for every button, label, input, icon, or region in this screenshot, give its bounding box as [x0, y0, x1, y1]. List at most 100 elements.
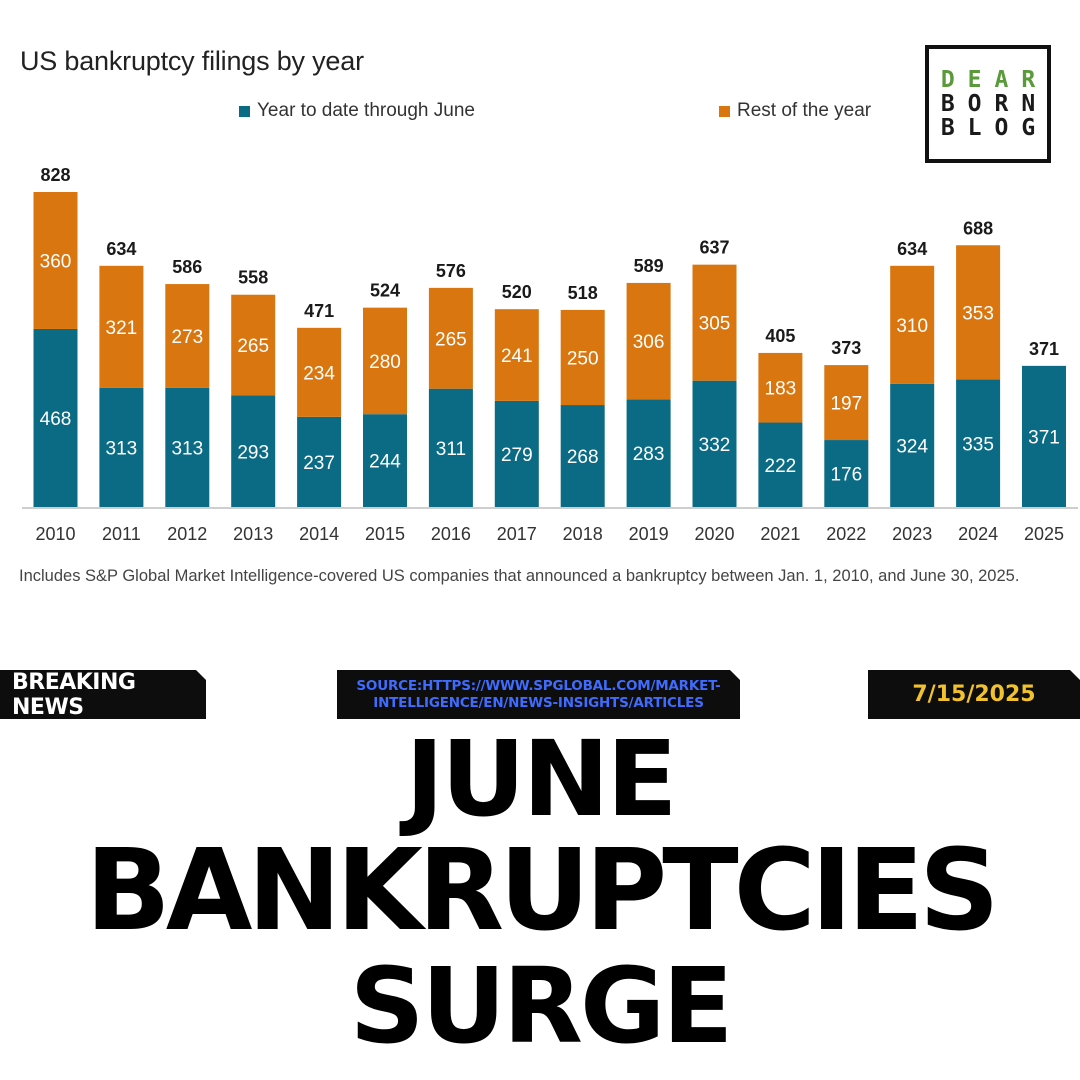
headline-line-2: BANKRUPTCIES	[85, 826, 999, 956]
headline-line-1: JUNE	[405, 718, 677, 840]
bar-ytd-2019	[626, 399, 671, 507]
x-tick-2016: 2016	[431, 524, 471, 544]
bar-ytd-2011	[99, 387, 144, 507]
label-rest-2013: 265	[237, 336, 269, 357]
source-banner: SOURCE:HTTPS://WWW.SPGLOBAL.COM/MARKET- …	[337, 670, 740, 719]
bar-ytd-2018	[560, 405, 605, 507]
bar-ytd-2017	[494, 400, 539, 507]
bar-ytd-2014	[297, 416, 342, 507]
breaking-news-banner: BREAKING NEWS	[0, 670, 206, 719]
label-rest-2011: 321	[106, 318, 138, 339]
legend-label-ytd: Year to date through June	[257, 100, 475, 121]
bar-rest-2011	[99, 265, 144, 388]
label-rest-2016: 265	[435, 329, 467, 350]
bar-ytd-2023	[890, 383, 935, 507]
label-rest-2017: 241	[501, 346, 533, 367]
x-tick-2014: 2014	[299, 524, 339, 544]
bar-ytd-2012	[165, 387, 210, 507]
label-ytd-2013: 293	[237, 442, 269, 463]
label-ytd-2023: 324	[896, 436, 928, 457]
label-ytd-2021: 222	[765, 456, 797, 477]
label-total-2012: 586	[172, 257, 202, 277]
bar-rest-2020	[692, 264, 737, 381]
x-tick-2020: 2020	[694, 524, 734, 544]
bar-rest-2018	[560, 309, 605, 406]
label-total-2017: 520	[502, 282, 532, 302]
label-total-2016: 576	[436, 261, 466, 281]
label-ytd-2012: 313	[171, 438, 203, 459]
label-total-2018: 518	[568, 283, 598, 303]
x-tick-2025: 2025	[1024, 524, 1064, 544]
label-total-2019: 589	[634, 256, 664, 276]
bar-ytd-2025	[1022, 365, 1066, 507]
label-rest-2022: 197	[830, 394, 862, 415]
logo-line-1: DEAR	[940, 67, 1049, 93]
bar-ytd-2024	[956, 379, 1001, 507]
label-rest-2018: 250	[567, 348, 599, 369]
x-tick-2011: 2011	[102, 524, 141, 544]
x-tick-2018: 2018	[563, 524, 603, 544]
bar-rest-2013	[231, 294, 276, 396]
stacked-bar-chart: 468 360 828 2010 313 321 634 2011 313 273 586 2012 2…	[22, 165, 1078, 544]
bar-rest-2022	[824, 365, 869, 441]
bar-ytd-2015	[363, 414, 407, 507]
x-tick-2017: 2017	[497, 524, 537, 544]
label-rest-2019: 306	[633, 332, 665, 353]
x-tick-2013: 2013	[233, 524, 273, 544]
legend-item-ytd: Year to date through June	[239, 100, 475, 122]
bar-rest-2010	[33, 192, 78, 329]
label-rest-2021: 183	[765, 379, 797, 400]
bar-rest-2021	[758, 352, 803, 423]
label-ytd-2011: 313	[106, 438, 138, 459]
bar-ytd-2013	[231, 395, 276, 507]
label-ytd-2025: 371	[1028, 427, 1060, 448]
label-ytd-2010: 468	[40, 409, 72, 430]
date-banner: 7/15/2025	[868, 670, 1080, 719]
label-rest-2014: 234	[303, 363, 335, 384]
label-total-2011: 634	[106, 239, 136, 259]
bar-rest-2016	[428, 287, 473, 389]
x-tick-2023: 2023	[892, 524, 932, 544]
source-line-2: INTELLIGENCE/EN/NEWS-INSIGHTS/ARTICLES	[373, 694, 704, 711]
label-rest-2015: 280	[369, 352, 401, 373]
legend-label-rest: Rest of the year	[737, 100, 872, 121]
label-total-2010: 828	[40, 165, 70, 185]
source-line-1: SOURCE:HTTPS://WWW.SPGLOBAL.COM/MARKET-	[356, 677, 721, 694]
bar-ytd-2021	[758, 422, 803, 507]
bar-rest-2015	[363, 307, 407, 415]
x-tick-2019: 2019	[629, 524, 669, 544]
bar-ytd-2020	[692, 380, 737, 507]
label-rest-2024: 353	[962, 303, 994, 324]
x-tick-2024: 2024	[958, 524, 998, 544]
headline-line-3: SURGE	[349, 945, 734, 1067]
bar-rest-2017	[494, 309, 539, 401]
label-ytd-2014: 237	[303, 453, 335, 474]
x-tick-2015: 2015	[365, 524, 405, 544]
label-ytd-2024: 335	[962, 434, 994, 455]
label-ytd-2015: 244	[369, 452, 401, 473]
label-total-2021: 405	[765, 326, 795, 346]
bar-ytd-2016	[428, 388, 473, 507]
bar-rest-2014	[297, 327, 342, 417]
label-ytd-2017: 279	[501, 445, 533, 466]
x-tick-2022: 2022	[826, 524, 866, 544]
chart-footnote: Includes S&P Global Market Intelligence-…	[19, 567, 1020, 585]
label-total-2024: 688	[963, 218, 993, 238]
legend-swatch-ytd	[239, 105, 250, 117]
label-total-2022: 373	[831, 338, 861, 358]
label-total-2025: 371	[1029, 339, 1059, 359]
bar-ytd-2022	[824, 440, 869, 507]
label-ytd-2016: 311	[436, 439, 466, 460]
label-rest-2010: 360	[40, 251, 72, 272]
bar-rest-2012	[165, 284, 210, 388]
dearborn-blog-logo: DEAR BORN BLOG	[925, 45, 1051, 163]
legend-item-rest: Rest of the year	[719, 100, 871, 122]
x-tick-2010: 2010	[35, 524, 75, 544]
logo-line-2: BORN	[940, 91, 1049, 117]
label-total-2014: 471	[304, 301, 334, 321]
label-ytd-2020: 332	[699, 435, 731, 456]
bar-rest-2023	[890, 265, 935, 384]
chart-title: US bankruptcy filings by year	[20, 46, 364, 76]
label-ytd-2022: 176	[830, 465, 862, 486]
label-rest-2012: 273	[171, 327, 203, 348]
